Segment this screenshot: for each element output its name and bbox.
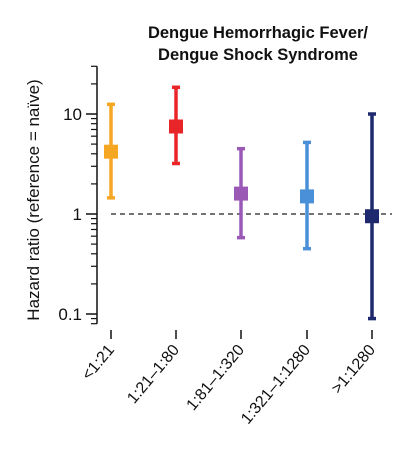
error-bar-group <box>104 102 118 200</box>
error-bar-group <box>365 112 379 321</box>
error-bar-group <box>169 85 183 166</box>
y-tick-label: 1 <box>73 205 82 224</box>
point-estimate-marker <box>234 186 248 201</box>
point-estimate-marker <box>104 144 118 159</box>
x-tick-label: 1:81–1:320 <box>184 342 249 414</box>
chart-title-line-1: Dengue Hemorrhagic Fever/ <box>148 24 368 42</box>
y-axis: 0.1 1 10 <box>58 65 98 325</box>
chart-title-line-2: Dengue Shock Syndrome <box>158 46 358 64</box>
data-marks <box>104 85 379 321</box>
point-estimate-marker <box>365 209 379 224</box>
point-estimate-marker <box>169 119 183 134</box>
y-tick-label: 0.1 <box>58 305 82 324</box>
x-tick-label: 1:21–1:80 <box>124 342 183 408</box>
x-tick-label: >1:1280 <box>329 342 380 398</box>
x-tick-label: 1:321–1:1280 <box>238 342 314 428</box>
x-tick-label: <1:21 <box>79 342 118 384</box>
error-bar-group <box>300 140 314 251</box>
y-axis-label: Hazard ratio (reference = naïve) <box>24 79 43 320</box>
error-bar-group <box>234 146 248 240</box>
y-tick-label: 10 <box>63 105 82 124</box>
point-estimate-marker <box>300 189 314 204</box>
